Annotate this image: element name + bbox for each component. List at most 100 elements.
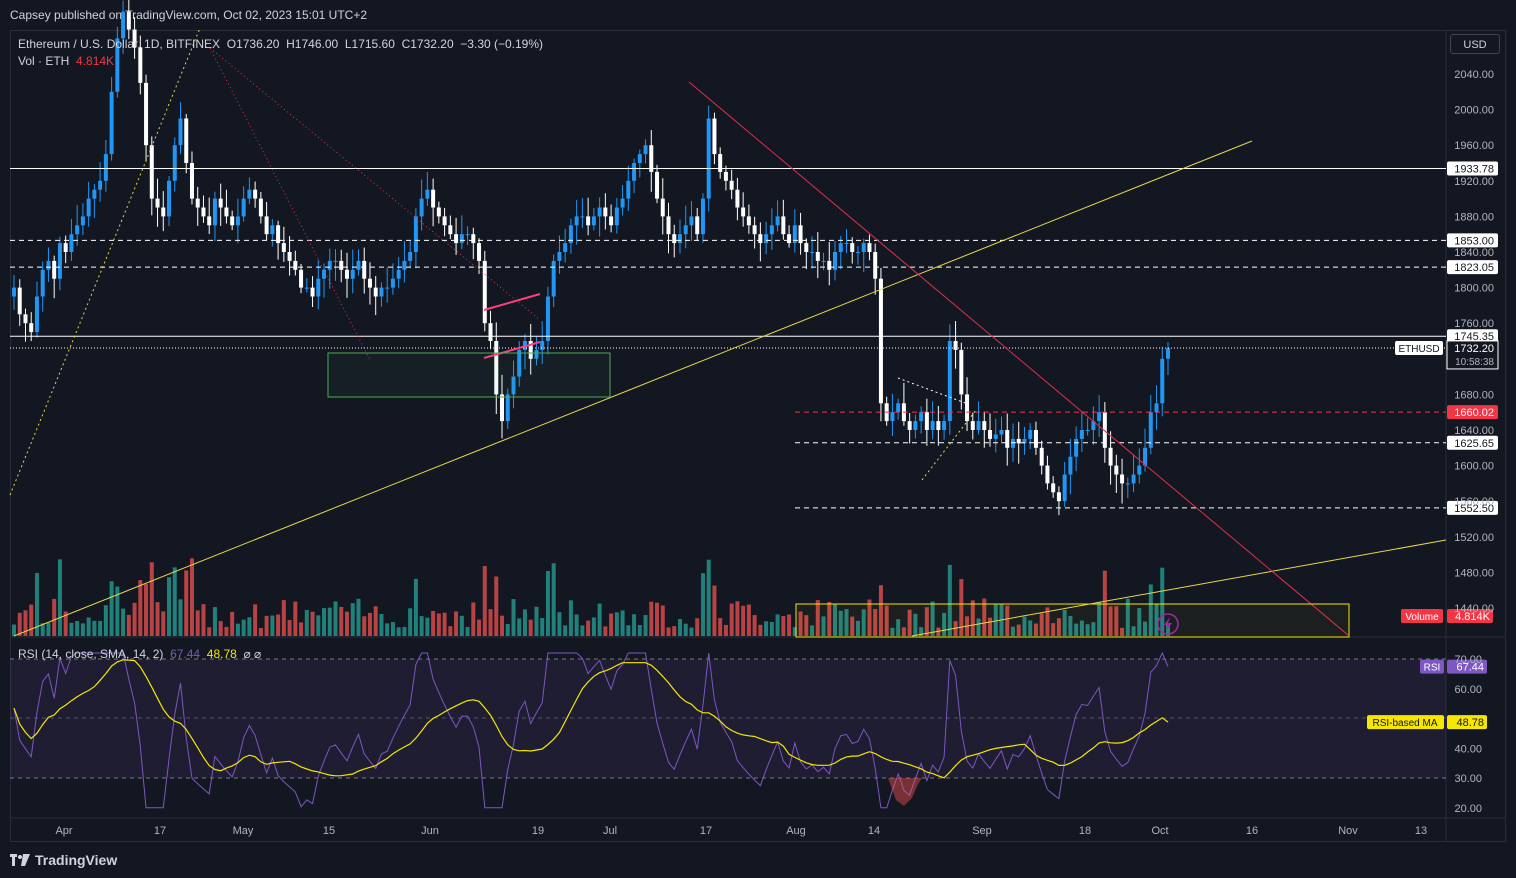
candle-body xyxy=(431,189,436,208)
candle-body xyxy=(1154,403,1159,413)
candle-body xyxy=(850,243,855,252)
volume-bar xyxy=(115,586,120,636)
candle-body xyxy=(792,225,797,244)
candle-body xyxy=(1074,438,1079,457)
volume-value-tag-label: 4.814K xyxy=(1455,611,1491,623)
volume-bar xyxy=(787,614,792,636)
volume-label[interactable]: Vol · ETH xyxy=(18,54,70,68)
volume-bar xyxy=(172,567,177,636)
volume-bar xyxy=(586,620,591,636)
candle-body xyxy=(373,287,378,297)
volume-bar xyxy=(1091,622,1096,636)
candle-body xyxy=(672,234,677,244)
volume-tag xyxy=(1401,609,1443,623)
lightning-icon[interactable] xyxy=(1157,613,1179,635)
candle-body xyxy=(982,421,987,430)
level-price-label: 1933.78 xyxy=(1454,164,1494,176)
dotted-trendline-red[interactable] xyxy=(209,47,371,361)
volume-bar xyxy=(970,600,975,636)
candles xyxy=(12,0,1170,516)
candle-body xyxy=(132,29,137,48)
rsi-axis[interactable]: 70.00 60.00 40.00 30.00 20.00 xyxy=(1454,654,1482,815)
price-tick-label: 1760.00 xyxy=(1454,318,1494,330)
lower-trendline-yellow[interactable] xyxy=(911,539,1447,637)
price-axis[interactable]: 2040.00 2000.00 1960.00 1920.00 1880.00 1840.… xyxy=(1454,69,1494,615)
rsi-tick-label: 40.00 xyxy=(1454,743,1482,755)
volume-bar xyxy=(75,621,80,636)
candle-body xyxy=(471,234,476,244)
symbol-tag xyxy=(1395,340,1443,355)
candle-body xyxy=(781,216,786,235)
volume-bar xyxy=(775,614,780,636)
candle-body xyxy=(109,91,114,155)
price-legend: Ethereum / U.S. Dollar, 1D, BITFINEX O17… xyxy=(18,36,543,70)
volume-bar xyxy=(982,598,987,636)
long-trendline-yellow[interactable] xyxy=(13,140,1253,637)
symbol-title[interactable]: Ethereum / U.S. Dollar, 1D, BITFINEX xyxy=(18,37,221,51)
candle-body xyxy=(1102,412,1107,448)
volume-bar xyxy=(534,606,539,636)
yellow-volume-box[interactable] xyxy=(795,603,1350,638)
rsi-value-tag-label: 67.44 xyxy=(1456,662,1484,674)
time-axis[interactable]: Apr 17 May 15 Jun 19 Jul 17 Aug 14 Sep 18 Oct 16 Nov 13 xyxy=(55,825,1427,837)
candle-body xyxy=(241,198,246,217)
rsi-legend: RSI (14, close, SMA, 14, 2) 67.44 48.78 … xyxy=(18,647,261,661)
price-tick-label: 1840.00 xyxy=(1454,247,1494,259)
dotted-trendline-yellow[interactable] xyxy=(9,27,201,496)
candle-body xyxy=(729,180,734,190)
candle-body xyxy=(706,118,711,199)
chart-frame[interactable] xyxy=(10,30,1506,842)
volume-bar xyxy=(1143,621,1148,636)
candle-body xyxy=(167,180,172,217)
level-price-label: 1823.05 xyxy=(1454,262,1494,274)
level-price-tag xyxy=(1447,435,1498,450)
currency-button[interactable]: USD xyxy=(1450,34,1500,54)
volume-bar xyxy=(230,611,235,636)
downtrend-line-red[interactable] xyxy=(688,81,1349,636)
candle-body xyxy=(855,252,860,253)
volume-bar xyxy=(465,627,470,636)
dotted-wedge-white[interactable] xyxy=(897,377,969,405)
volume-bar xyxy=(540,617,545,636)
candle-body xyxy=(1039,447,1044,466)
footer-brand[interactable]: TradingView xyxy=(35,852,118,868)
volume-bar xyxy=(591,617,596,636)
volume-bar xyxy=(144,584,149,636)
volume-bars xyxy=(12,558,1170,636)
volume-bar xyxy=(195,610,200,636)
time-tick-label: Apr xyxy=(55,825,72,837)
volume-bar xyxy=(924,607,929,636)
volume-bar xyxy=(764,621,769,636)
candle-body xyxy=(804,243,809,252)
candle-body xyxy=(121,11,126,39)
candle-body xyxy=(34,296,39,333)
candle-body xyxy=(218,198,223,208)
candle-body xyxy=(1120,474,1125,484)
volume-bar xyxy=(695,618,700,636)
dotted-trendline-red-2[interactable] xyxy=(209,47,541,321)
rsi-tick-label: 70.00 xyxy=(1454,654,1482,666)
rsi-legend-extra: ⌀ ⌀ xyxy=(243,647,262,661)
tradingview-logo-icon xyxy=(10,854,30,866)
candle-body xyxy=(689,216,694,226)
candle-body xyxy=(1148,412,1153,448)
candle-body xyxy=(161,207,166,217)
candle-body xyxy=(700,198,705,235)
candle-body xyxy=(350,269,355,279)
flag-upper-pink[interactable] xyxy=(483,293,541,311)
green-demand-box[interactable] xyxy=(327,352,611,398)
price-tick-label: 1920.00 xyxy=(1454,176,1494,188)
time-tick-label: 18 xyxy=(1079,825,1091,837)
flag-lower-pink[interactable] xyxy=(483,341,541,359)
rsi-tag-label: RSI xyxy=(1424,663,1441,674)
volume-bar xyxy=(729,603,734,636)
volume-bar xyxy=(666,627,671,636)
volume-bar xyxy=(1010,626,1015,636)
volume-bar xyxy=(993,603,998,636)
candle-body xyxy=(293,260,298,270)
candle-body xyxy=(379,287,384,297)
candle-body xyxy=(40,269,45,297)
rsi-label[interactable]: RSI (14, close, SMA, 14, 2) xyxy=(18,647,164,661)
candle-body xyxy=(1108,447,1113,466)
